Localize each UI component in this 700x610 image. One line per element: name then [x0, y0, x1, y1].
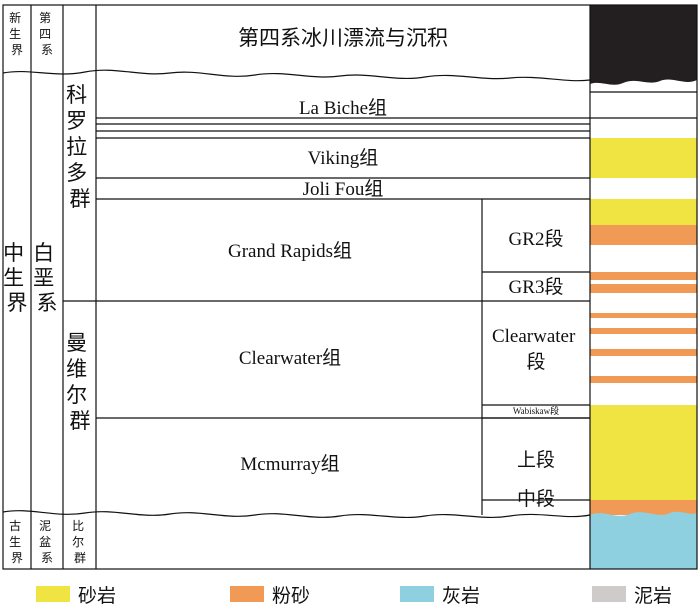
label-era-cenozoic: 新 生 界: [9, 10, 25, 57]
label-member-middle: 中段: [517, 488, 555, 510]
label-member-upper: 上段: [517, 449, 555, 471]
legend-swatch-sandstone: [36, 586, 70, 602]
lithology-column: [590, 5, 697, 569]
legend-item-siltstone: 粉砂: [230, 582, 311, 607]
label-member-gr2: GR2段: [509, 228, 564, 250]
label-member-gr3: GR3段: [509, 276, 564, 298]
lithology-mcmurray-sand: [590, 418, 697, 500]
lithology-clearwater-silt-1: [590, 313, 697, 318]
label-system-quaternary: 第 四 系: [39, 11, 55, 57]
label-formation-mcmurray: Mcmurray组: [240, 453, 339, 475]
label-formation-clearwater: Clearwater组: [239, 347, 341, 369]
label-member-clearwater: Clearwater 段: [492, 326, 580, 373]
label-group-mannville: 曼 维 尔 群: [66, 331, 94, 433]
legend-label-mudstone: 泥岩: [634, 584, 673, 607]
legend-item-mudstone: 泥岩: [592, 582, 673, 607]
lithology-grand-rapids-sand: [590, 199, 697, 225]
legend-item-limestone: 灰岩: [400, 582, 481, 607]
label-formation-grand-rapids: Grand Rapids组: [228, 240, 352, 262]
label-system-cretaceous: 白 垩 系: [33, 241, 61, 315]
label-group-colorado: 科 罗 拉 多 群: [66, 83, 94, 211]
lithology-clearwater-silt-2: [590, 328, 697, 334]
legend-label-limestone: 灰岩: [442, 584, 481, 607]
unconformity-top: [2, 69, 591, 82]
label-era-paleozoic: 古 生 界: [9, 518, 25, 565]
stratigraphic-column-diagram: 新 生 界 第 四 系 第四系冰川漂流与沉积 中 生 界 白 垩 系 科 罗 拉…: [2, 4, 698, 570]
label-quaternary-unit: 第四系冰川漂流与沉积: [238, 26, 448, 50]
legend-item-sandstone: 砂岩: [36, 582, 117, 607]
legend-swatch-limestone: [400, 586, 434, 602]
lithology-mcmurray-silt: [590, 500, 697, 515]
lithology-viking-sand: [590, 138, 697, 178]
label-formation-la-biche: La Biche组: [299, 97, 387, 119]
label-formation-joli-fou: Joli Fou组: [303, 178, 384, 200]
lithology-limestone: [590, 511, 697, 569]
legend: 砂岩 粉砂 灰岩 泥岩: [0, 576, 700, 610]
label-system-devonian: 泥 盆 系: [39, 519, 55, 565]
label-member-wabiskaw: Wabiskaw段: [513, 405, 559, 416]
legend-swatch-mudstone: [592, 586, 626, 602]
lithology-wabiskaw-sand: [590, 405, 697, 418]
lithology-gr3-silt-2: [590, 284, 697, 293]
legend-label-sandstone: 砂岩: [78, 584, 117, 607]
label-group-beaverhill: 比 尔 群: [72, 519, 88, 565]
label-formation-viking: Viking组: [308, 147, 379, 169]
legend-label-siltstone: 粉砂: [272, 584, 311, 607]
diagram-grid: [2, 4, 698, 570]
lithology-quaternary-black: [590, 5, 697, 85]
unconformity-bottom: [2, 510, 591, 519]
label-era-mesozoic: 中 生 界: [3, 241, 31, 315]
lithology-gr2-silt: [590, 225, 697, 245]
lithology-clearwater-silt-3: [590, 349, 697, 356]
lithology-clearwater-silt-4: [590, 376, 697, 383]
lithology-gr3-silt: [590, 272, 697, 280]
legend-swatch-siltstone: [230, 586, 264, 602]
